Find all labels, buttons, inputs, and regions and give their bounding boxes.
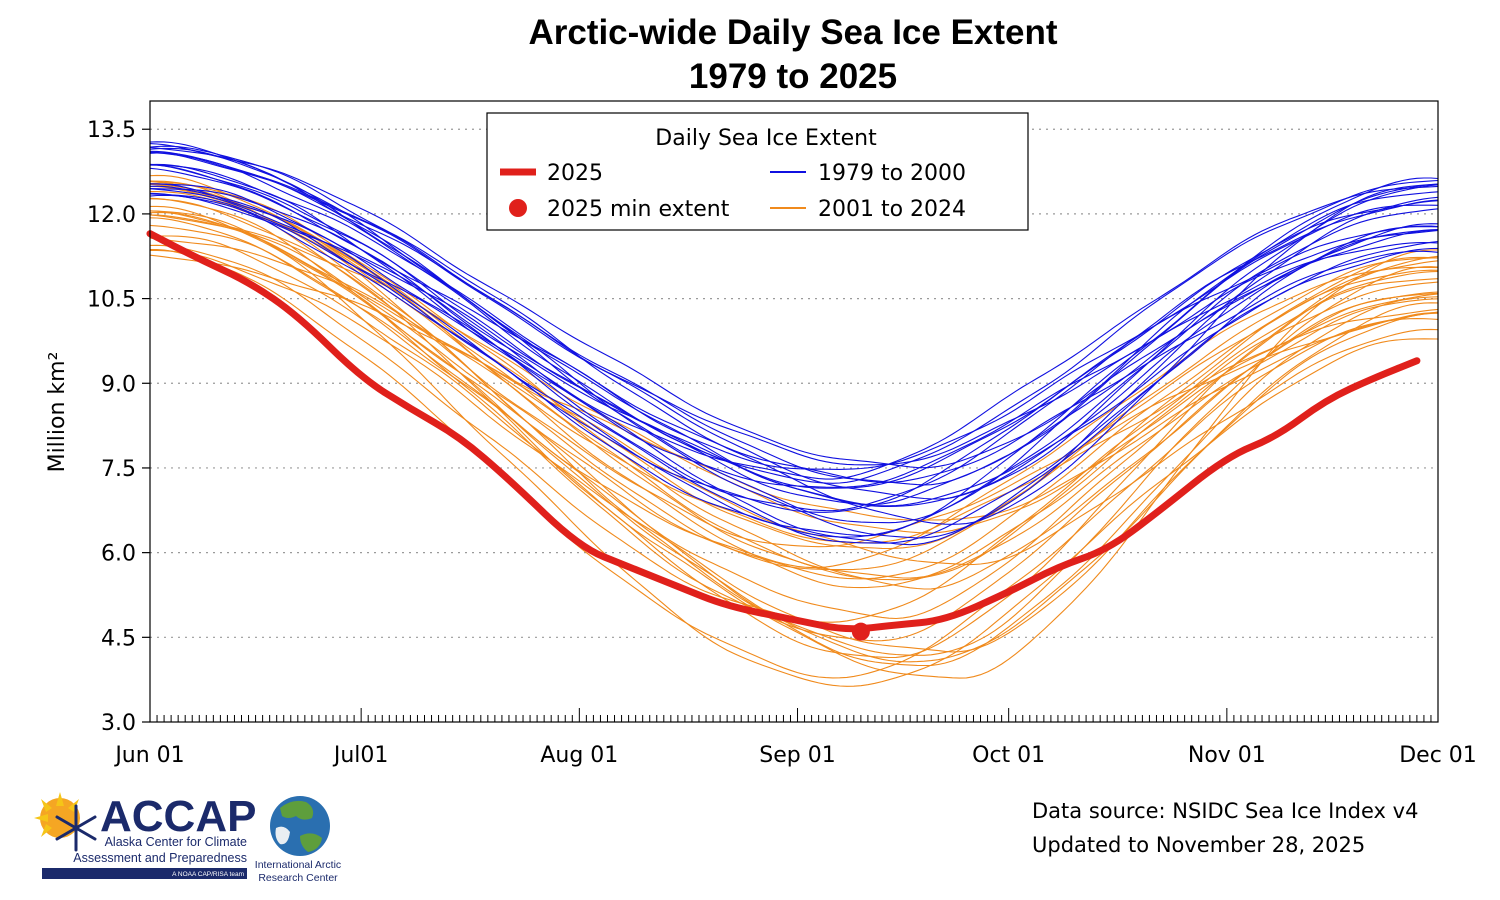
ensemble-year-line [149, 185, 1439, 538]
iarc-logo: International Arctic Research Center [255, 796, 341, 884]
ensemble-year-line [149, 254, 1439, 521]
2025-min-extent-marker [851, 622, 870, 641]
y-tick-label: 12.0 [87, 203, 136, 228]
series-1979-2000 [149, 141, 1439, 546]
legend-label-1979-2000: 1979 to 2000 [818, 161, 966, 186]
ensemble-year-line [149, 151, 1439, 500]
legend-label-2001-2024: 2001 to 2024 [818, 197, 966, 222]
iarc-line2: Research Center [258, 872, 338, 884]
ensemble-year-line [149, 224, 1439, 620]
ensemble-year-line [149, 147, 1439, 539]
ensemble-year-line [149, 151, 1439, 506]
ensemble-year-line [150, 249, 1439, 679]
x-tick-label: Nov 01 [1188, 743, 1266, 768]
ensemble-year-line [149, 217, 1439, 569]
ensemble-year-line [149, 183, 1439, 579]
ensemble-year-line [149, 141, 1439, 524]
ensemble-year-line [149, 145, 1439, 525]
ensemble-year-line [150, 205, 1439, 687]
ensemble-year-line [149, 198, 1439, 548]
ensemble-year-line [149, 210, 1439, 663]
globe-icon [270, 796, 330, 856]
data-source-text: Data source: NSIDC Sea Ice Index v4 [1032, 799, 1418, 823]
x-tick-label: Jul01 [332, 743, 389, 768]
accap-logo: ACCAP Alaska Center for Climate Assessme… [34, 792, 256, 879]
iarc-line1: International Arctic [255, 859, 341, 871]
chart-title: Arctic-wide Daily Sea Ice Extent [528, 13, 1057, 52]
plot-frame [149, 100, 1439, 723]
ensemble-year-line [149, 183, 1439, 488]
accap-wordmark: ACCAP [100, 792, 256, 841]
ensemble-year-line [149, 192, 1439, 513]
y-tick-label: 9.0 [101, 372, 136, 397]
y-tick-label: 10.5 [87, 288, 136, 313]
y-tick-label: 6.0 [101, 542, 136, 567]
ensemble-year-line [149, 150, 1439, 486]
accap-line2: Assessment and Preparedness [73, 851, 247, 865]
y-tick-label: 3.0 [101, 711, 136, 736]
legend: Daily Sea Ice Extent 2025 1979 to 2000 2… [486, 112, 1029, 231]
y-tick-label: 4.5 [101, 626, 136, 651]
x-tick-label: Aug 01 [540, 743, 618, 768]
accap-line1: Alaska Center for Climate [105, 835, 247, 849]
legend-title: Daily Sea Ice Extent [655, 126, 877, 151]
legend-swatch-min [509, 199, 527, 217]
snowflake-icon [55, 804, 97, 852]
x-axis-ticks: Jun 01 Jul01 Aug 01 Sep 01 Oct 01 Nov 01 Dec 0… [113, 708, 1477, 768]
ensemble-year-line [149, 237, 1439, 566]
legend-label-2025: 2025 [547, 161, 603, 186]
ensemble-year-line [149, 188, 1439, 484]
x-tick-label: Jun 01 [113, 743, 184, 768]
ensemble-year-line [149, 214, 1439, 544]
y-tick-label: 13.5 [87, 118, 136, 143]
series-2025-line [146, 230, 1421, 633]
chart-subtitle: 1979 to 2025 [689, 57, 897, 96]
ensemble-year-line [149, 177, 1439, 537]
ensemble-year-line [149, 180, 1439, 590]
x-tick-label: Dec 01 [1399, 743, 1477, 768]
ensemble-year-line [149, 152, 1439, 466]
legend-label-min: 2025 min extent [547, 197, 730, 222]
ensemble-year-line [149, 182, 1439, 667]
accap-tagline: A NOAA CAP/RISA team [172, 871, 244, 878]
y-tick-label: 7.5 [101, 457, 136, 482]
y-axis-label: Million km² [45, 352, 70, 473]
ensemble-year-line [149, 185, 1439, 480]
x-tick-label: Sep 01 [759, 743, 835, 768]
x-tick-label: Oct 01 [972, 743, 1045, 768]
updated-text: Updated to November 28, 2025 [1032, 833, 1365, 857]
ensemble-year-line [149, 182, 1439, 656]
y-axis-ticks: 3.0 4.5 6.0 7.5 9.0 10.5 12.0 13.5 [87, 118, 150, 736]
ensemble-year-line [149, 214, 1439, 571]
series-2001-2024 [149, 174, 1439, 687]
